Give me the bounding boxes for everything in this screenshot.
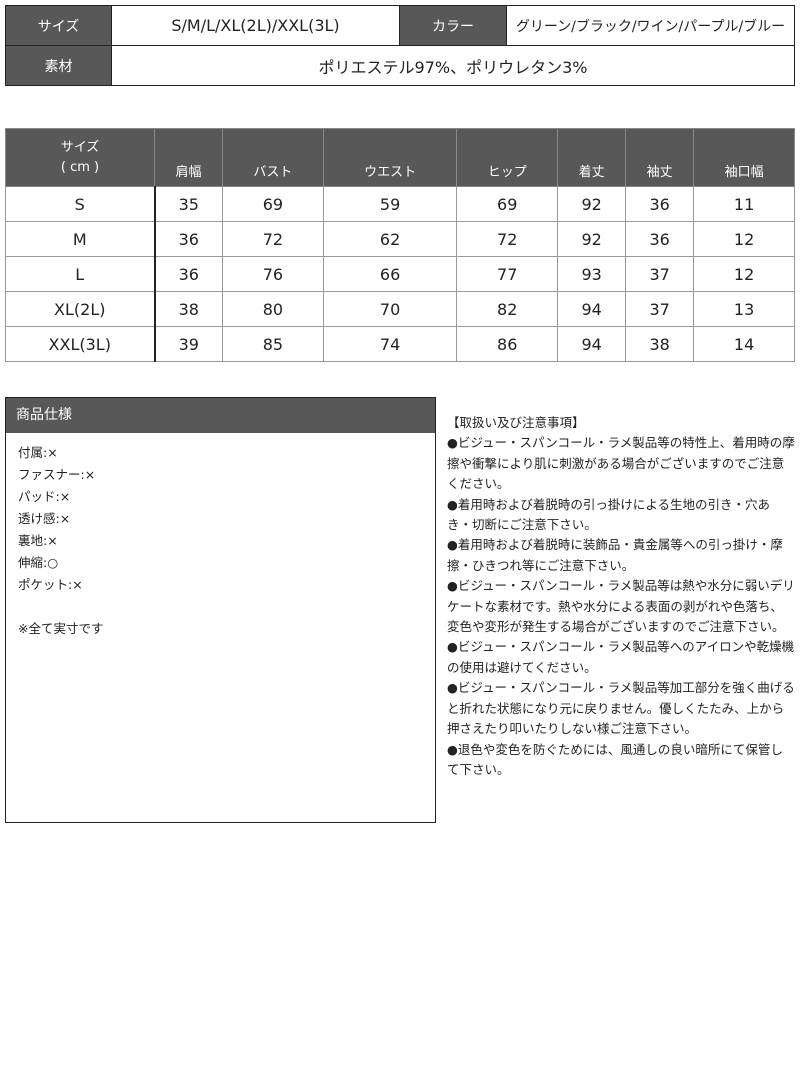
- table-cell: 82: [456, 291, 559, 327]
- table-cell: 76: [222, 256, 324, 292]
- table-row: S 35 69 59 69 92 36 11: [5, 186, 795, 222]
- table-cell: 69: [222, 186, 324, 222]
- row-size: L: [5, 256, 156, 292]
- spec-item: 裏地:×: [18, 533, 58, 548]
- table-cell: 94: [557, 291, 627, 327]
- table-cell: 74: [322, 326, 458, 362]
- spec-item: ポケット:×: [18, 577, 83, 592]
- note-item: ●ビジュー・スパンコール・ラメ製品等は熱や水分に弱いデリケートな素材です。熱や水…: [447, 578, 795, 635]
- table-cell: 13: [693, 291, 795, 327]
- table-cell: 77: [456, 256, 559, 292]
- note-item: ●ビジュー・スパンコール・ラメ製品等へのアイロンや乾燥機の使用は避けてください。: [447, 639, 795, 675]
- spec-title: 商品仕様: [6, 398, 435, 433]
- table-cell: 12: [693, 221, 795, 257]
- table-cell: 39: [153, 326, 224, 362]
- column-header: ヒップ: [456, 128, 559, 187]
- spec-item: ファスナー:×: [18, 467, 96, 482]
- table-cell: 69: [456, 186, 559, 222]
- note-item: ●退色や変色を防ぐためには、風通しの良い暗所にて保管して下さい。: [447, 741, 783, 777]
- material-value: ポリエステル97%、ポリウレタン3%: [111, 45, 795, 86]
- corner-line1: サイズ: [60, 139, 100, 155]
- table-cell: 70: [322, 291, 458, 327]
- spec-item: 透け感:×: [18, 511, 71, 526]
- size-value: S/M/L/XL(2L)/XXL(3L): [111, 5, 400, 46]
- size-label: サイズ: [5, 5, 112, 46]
- row-size: XL(2L): [5, 291, 156, 327]
- column-header: 肩幅: [153, 128, 224, 187]
- table-row: L 36 76 66 77 93 37 12: [5, 256, 795, 292]
- table-cell: 12: [693, 256, 795, 292]
- table-cell: 36: [625, 221, 695, 257]
- table-cell: 38: [153, 291, 224, 327]
- note-item: ●着用時および着脱時の引っ掛けによる生地の引き・穴あき・切断にご注意下さい。: [447, 496, 771, 533]
- size-chart-table: サイズ ( cm ) 肩幅 バスト ウエスト ヒップ 着丈 袖丈 袖口幅 S 35 69 59 69…: [5, 128, 795, 362]
- table-cell: 85: [222, 326, 324, 362]
- notes-title: 【取扱い及び注意事項】: [447, 415, 585, 430]
- color-value: グリーン/ブラック/ワイン/パープル/ブルー: [506, 5, 795, 46]
- table-row: XL(2L) 38 80 70 82 94 37 13: [5, 291, 795, 327]
- table-row: M 36 72 62 72 92 36 12: [5, 221, 795, 257]
- material-label: 素材: [5, 45, 112, 86]
- column-header: 袖丈: [625, 128, 695, 187]
- spec-item: 伸縮:○: [18, 555, 59, 570]
- product-spec-box: 商品仕様 付属:× ファスナー:× パッド:× 透け感:× 裏地:× 伸縮:○ ポケット:×…: [5, 397, 436, 823]
- table-cell: 36: [153, 256, 224, 292]
- row-size: S: [5, 186, 156, 222]
- table-cell: 86: [456, 326, 559, 362]
- table-cell: 38: [625, 326, 695, 362]
- column-header: 袖口幅: [693, 128, 795, 187]
- column-header: バスト: [222, 128, 324, 187]
- table-cell: 37: [625, 291, 695, 327]
- table-cell: 93: [557, 256, 627, 292]
- note-item: ●ビジュー・スパンコール・ラメ製品等の特性上、着用時の摩擦や衝撃により肌に刺激が…: [447, 435, 795, 492]
- note-item: ●ビジュー・スパンコール・ラメ製品等加工部分を強く曲げると折れた状態になり元に戻…: [447, 680, 795, 737]
- corner-line2: ( cm ): [60, 159, 100, 175]
- table-cell: 72: [456, 221, 559, 257]
- table-cell: 37: [625, 256, 695, 292]
- spec-item: 付属:×: [18, 445, 58, 460]
- care-notes: 【取扱い及び注意事項】 ●ビジュー・スパンコール・ラメ製品等の特性上、着用時の摩…: [447, 413, 795, 780]
- table-cell: 11: [693, 186, 795, 222]
- table-cell: 14: [693, 326, 795, 362]
- table-cell: 36: [625, 186, 695, 222]
- row-size: M: [5, 221, 156, 257]
- table-row: XXL(3L) 39 85 74 86 94 38 14: [5, 326, 795, 362]
- color-label: カラー: [399, 5, 507, 46]
- size-corner-header: サイズ ( cm ): [5, 128, 155, 187]
- table-cell: 80: [222, 291, 324, 327]
- table-cell: 92: [557, 221, 627, 257]
- table-cell: 66: [322, 256, 458, 292]
- row-size: XXL(3L): [5, 326, 156, 362]
- spec-note: ※全て実寸です: [18, 621, 104, 636]
- table-cell: 36: [153, 221, 224, 257]
- table-cell: 35: [153, 186, 224, 222]
- product-info-table: サイズ S/M/L/XL(2L)/XXL(3L) カラー グリーン/ブラック/ワ…: [5, 5, 795, 86]
- table-cell: 94: [557, 326, 627, 362]
- spec-item: パッド:×: [18, 489, 71, 504]
- table-cell: 59: [322, 186, 458, 222]
- table-cell: 62: [322, 221, 458, 257]
- note-item: ●着用時および着脱時に装飾品・貴金属等への引っ掛け・摩擦・ひきつれ等にご注意下さ…: [447, 537, 783, 573]
- table-cell: 92: [557, 186, 627, 222]
- column-header: ウエスト: [322, 128, 458, 187]
- column-header: 着丈: [557, 128, 627, 187]
- table-cell: 72: [222, 221, 324, 257]
